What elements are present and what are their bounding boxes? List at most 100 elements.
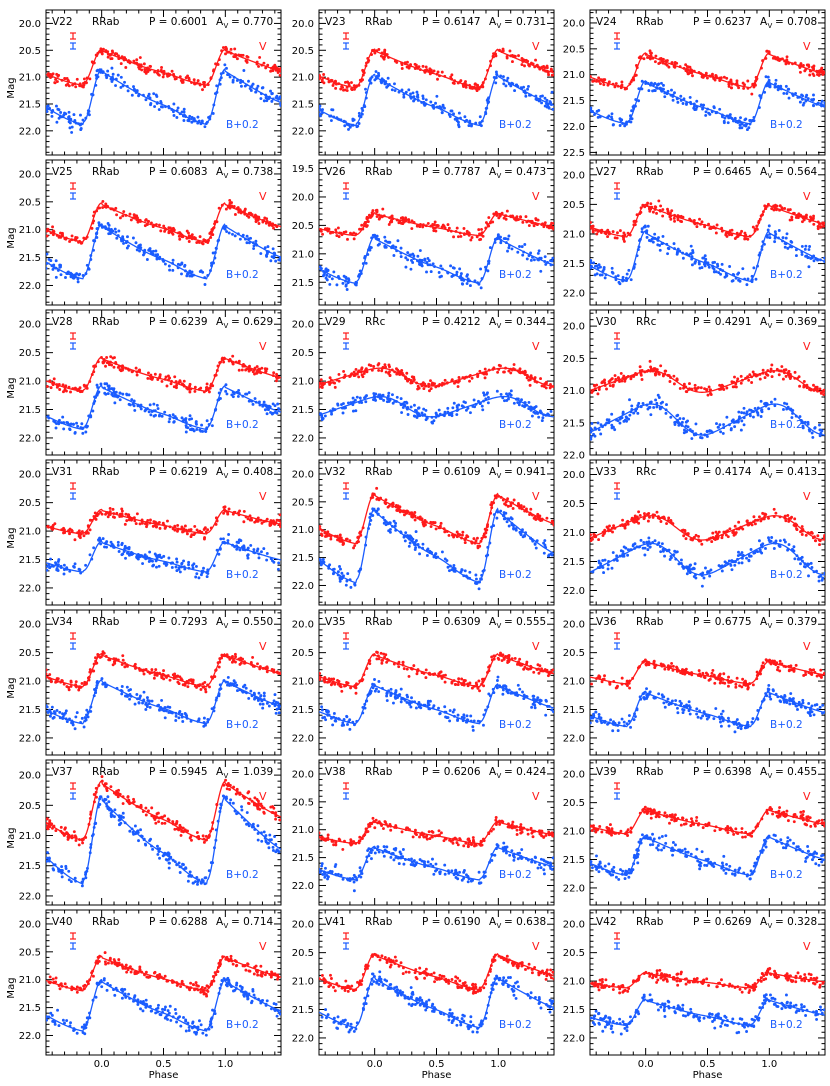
v-data-point bbox=[47, 74, 50, 77]
v-data-point bbox=[94, 53, 98, 57]
b-data-point bbox=[747, 126, 751, 130]
b-data-point bbox=[823, 256, 825, 260]
b-fit-curve bbox=[319, 73, 554, 127]
b-data-point bbox=[529, 251, 533, 255]
b-data-point bbox=[261, 404, 265, 408]
b-data-point bbox=[656, 238, 660, 242]
v-data-point bbox=[692, 69, 696, 73]
b-data-point bbox=[786, 246, 790, 250]
y-tick-label: 22.0 bbox=[19, 433, 41, 444]
b-data-point bbox=[326, 269, 330, 272]
v-band-label: V bbox=[803, 40, 811, 53]
v-data-point bbox=[497, 367, 501, 371]
b-data-point bbox=[664, 408, 668, 412]
v-data-point bbox=[447, 226, 451, 230]
b-data-point bbox=[549, 259, 552, 263]
v-data-point bbox=[443, 226, 447, 230]
v-data-point bbox=[121, 364, 124, 368]
v-data-point bbox=[67, 385, 71, 389]
v-data-point bbox=[319, 385, 321, 389]
v-data-point bbox=[725, 76, 729, 80]
v-data-point bbox=[274, 65, 278, 69]
v-data-point bbox=[118, 216, 122, 220]
b-data-point bbox=[351, 409, 355, 413]
b-data-point bbox=[634, 409, 638, 413]
b-data-point bbox=[762, 242, 766, 246]
b-data-point bbox=[198, 428, 202, 432]
b-data-point bbox=[70, 125, 74, 129]
v-data-point bbox=[610, 377, 614, 381]
b-data-point bbox=[381, 393, 385, 397]
b-data-point bbox=[703, 262, 707, 265]
b-data-point bbox=[126, 235, 129, 239]
b-data-point bbox=[688, 95, 692, 99]
b-data-point bbox=[106, 222, 110, 225]
b-data-point bbox=[750, 278, 754, 282]
b-data-point bbox=[504, 241, 508, 245]
y-tick-label: 20.0 bbox=[19, 169, 41, 180]
b-data-point bbox=[143, 553, 147, 557]
b-data-point bbox=[52, 263, 56, 267]
b-data-point bbox=[620, 416, 624, 420]
v-data-point bbox=[505, 209, 509, 213]
b-data-point bbox=[139, 246, 143, 250]
b-data-point bbox=[495, 389, 499, 393]
v-data-point bbox=[590, 226, 593, 230]
v-data-point bbox=[106, 205, 110, 208]
b-data-point bbox=[458, 276, 462, 280]
v-data-point bbox=[215, 369, 219, 372]
period-label: P = 0.6083 bbox=[149, 166, 208, 178]
v-data-point bbox=[138, 56, 142, 59]
b-data-point bbox=[423, 103, 427, 107]
b-data-point bbox=[628, 398, 631, 402]
b-data-point bbox=[239, 78, 243, 82]
v-data-point bbox=[477, 87, 481, 91]
v-data-point bbox=[700, 220, 704, 224]
b-fit-curve bbox=[590, 403, 825, 436]
b-data-point bbox=[613, 428, 617, 432]
b-data-point bbox=[341, 411, 345, 415]
b-data-point bbox=[255, 243, 259, 247]
y-tick-label: 20.0 bbox=[19, 19, 41, 30]
y-tick-label: 21.5 bbox=[563, 259, 585, 270]
b-data-point bbox=[460, 276, 464, 280]
plot-frame bbox=[45, 9, 282, 156]
v-data-point bbox=[783, 59, 787, 63]
v-data-point bbox=[611, 230, 615, 234]
b-data-point bbox=[782, 91, 786, 95]
v-data-point bbox=[783, 371, 786, 375]
v-data-point bbox=[691, 74, 694, 78]
b-data-point bbox=[279, 104, 281, 107]
b-data-point bbox=[95, 383, 99, 387]
period-label: P = 0.6465 bbox=[693, 166, 752, 178]
b-data-point bbox=[755, 410, 759, 414]
v-data-point bbox=[672, 374, 676, 378]
v-data-point bbox=[270, 66, 273, 70]
v-data-point bbox=[680, 220, 684, 224]
b-data-point bbox=[66, 270, 70, 274]
b-data-point bbox=[719, 272, 723, 276]
v-data-point bbox=[478, 232, 482, 236]
b-data-point bbox=[155, 101, 159, 105]
v-data-point bbox=[517, 218, 520, 221]
b-data-point bbox=[369, 77, 373, 81]
b-data-point bbox=[673, 423, 677, 427]
b-data-point bbox=[386, 394, 390, 398]
v-data-point bbox=[774, 203, 777, 207]
v-data-point bbox=[594, 228, 598, 232]
v-data-point bbox=[611, 82, 615, 86]
b-data-point bbox=[819, 102, 823, 106]
b-data-point bbox=[777, 86, 781, 89]
b-data-point bbox=[656, 83, 660, 87]
b-data-point bbox=[506, 249, 509, 253]
b-data-point bbox=[803, 247, 807, 251]
b-data-point bbox=[782, 408, 785, 411]
b-data-point bbox=[266, 245, 270, 249]
b-data-point bbox=[690, 437, 694, 441]
b-data-point bbox=[376, 395, 380, 399]
b-data-point bbox=[244, 237, 247, 241]
v-data-point bbox=[162, 224, 166, 228]
b-data-point bbox=[98, 68, 102, 72]
v-data-point bbox=[153, 70, 157, 74]
